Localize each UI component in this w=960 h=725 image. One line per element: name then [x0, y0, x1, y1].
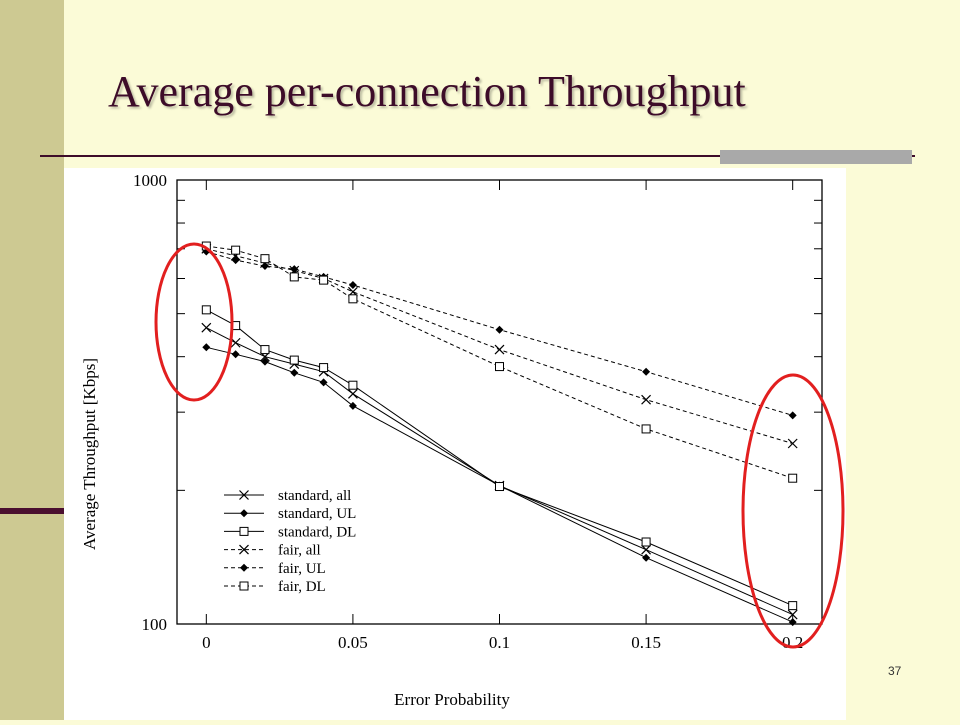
data-point — [319, 378, 328, 387]
legend-label: fair, UL — [278, 561, 326, 577]
data-point — [201, 305, 211, 315]
data-point — [260, 254, 270, 264]
data-point — [260, 262, 269, 271]
data-point — [260, 357, 269, 366]
data-point-stroke-b — [494, 344, 505, 355]
x-tick-label: 0.05 — [338, 633, 368, 652]
data-point-stroke-b — [230, 337, 241, 348]
series-2 — [201, 305, 798, 611]
legend-label: standard, all — [278, 488, 351, 504]
data-point — [495, 325, 504, 334]
data-point — [787, 438, 798, 449]
data-point — [495, 362, 504, 372]
chart-panel: 0 0.05 0.1 0.15 0.2 100 1000 standard, all stan… — [64, 168, 846, 720]
data-point — [347, 388, 358, 399]
data-point — [290, 265, 299, 274]
data-point — [231, 245, 241, 255]
title-divider-accent — [720, 150, 912, 164]
legend-marker-stroke-b — [239, 544, 249, 555]
x-tick-label: 0.15 — [631, 633, 661, 652]
data-point — [348, 294, 358, 304]
highlight-ellipse-left — [154, 242, 234, 402]
data-point — [319, 363, 329, 373]
x-tick-label: 0.1 — [489, 633, 510, 652]
data-point — [348, 380, 358, 390]
throughput-chart: 0 0.05 0.1 0.15 0.2 100 1000 standard, all stan… — [80, 171, 845, 709]
series-5 — [201, 241, 798, 483]
series-1 — [202, 343, 797, 627]
y-axis-title: Average Throughput [Kbps] — [80, 358, 99, 550]
slide-title: Average per-connection Throughput — [108, 67, 746, 116]
data-point — [641, 537, 651, 547]
left-decorative-band — [0, 0, 64, 720]
data-point-stroke-b — [347, 388, 358, 399]
legend-marker — [240, 563, 248, 572]
data-point — [231, 350, 240, 359]
legend-marker — [240, 509, 248, 518]
data-point — [788, 411, 797, 420]
legend-label: fair, all — [278, 543, 321, 559]
data-point — [787, 609, 798, 620]
legend-marker — [239, 490, 249, 500]
y-tick-label: 100 — [142, 615, 168, 634]
data-point — [231, 256, 240, 265]
data-point — [641, 424, 651, 434]
data-point — [641, 394, 652, 405]
data-point — [348, 401, 357, 410]
data-point — [260, 345, 270, 355]
y-tick-label: 1000 — [133, 171, 167, 190]
data-point — [788, 618, 797, 627]
data-point — [642, 553, 651, 562]
data-point — [642, 367, 651, 376]
x-tick-label: 0.2 — [782, 633, 803, 652]
data-point-stroke-b — [201, 322, 212, 333]
data-point — [202, 247, 211, 256]
data-point — [230, 337, 241, 348]
legend-label: fair, DL — [278, 579, 326, 595]
data-point — [788, 601, 798, 611]
data-point — [290, 368, 299, 377]
data-point-stroke-b — [787, 438, 798, 449]
plot-frame — [176, 179, 823, 625]
data-point — [641, 544, 652, 555]
page-number: 37 — [888, 664, 902, 678]
data-point — [289, 355, 299, 365]
legend-label: standard, UL — [278, 506, 356, 522]
legend-marker — [239, 544, 249, 555]
legend-label: standard, DL — [278, 524, 356, 540]
data-point — [289, 272, 299, 282]
highlight-ellipse-right — [741, 373, 845, 649]
data-point-stroke-b — [641, 544, 652, 555]
data-point — [494, 344, 505, 355]
data-point — [348, 281, 357, 290]
data-point — [319, 275, 329, 285]
legend-marker-stroke-b — [239, 490, 249, 500]
legend-marker — [239, 581, 249, 591]
left-accent-bar — [0, 508, 64, 514]
x-tick-label: 0 — [202, 633, 211, 652]
data-point-stroke-b — [787, 609, 798, 620]
legend-marker — [239, 526, 249, 536]
title-divider — [40, 155, 915, 157]
x-axis-title: Error Probability — [394, 690, 510, 709]
data-point — [202, 343, 211, 352]
data-point-stroke-b — [641, 394, 652, 405]
data-point — [495, 482, 504, 492]
data-point — [201, 322, 212, 333]
data-point — [788, 473, 798, 483]
